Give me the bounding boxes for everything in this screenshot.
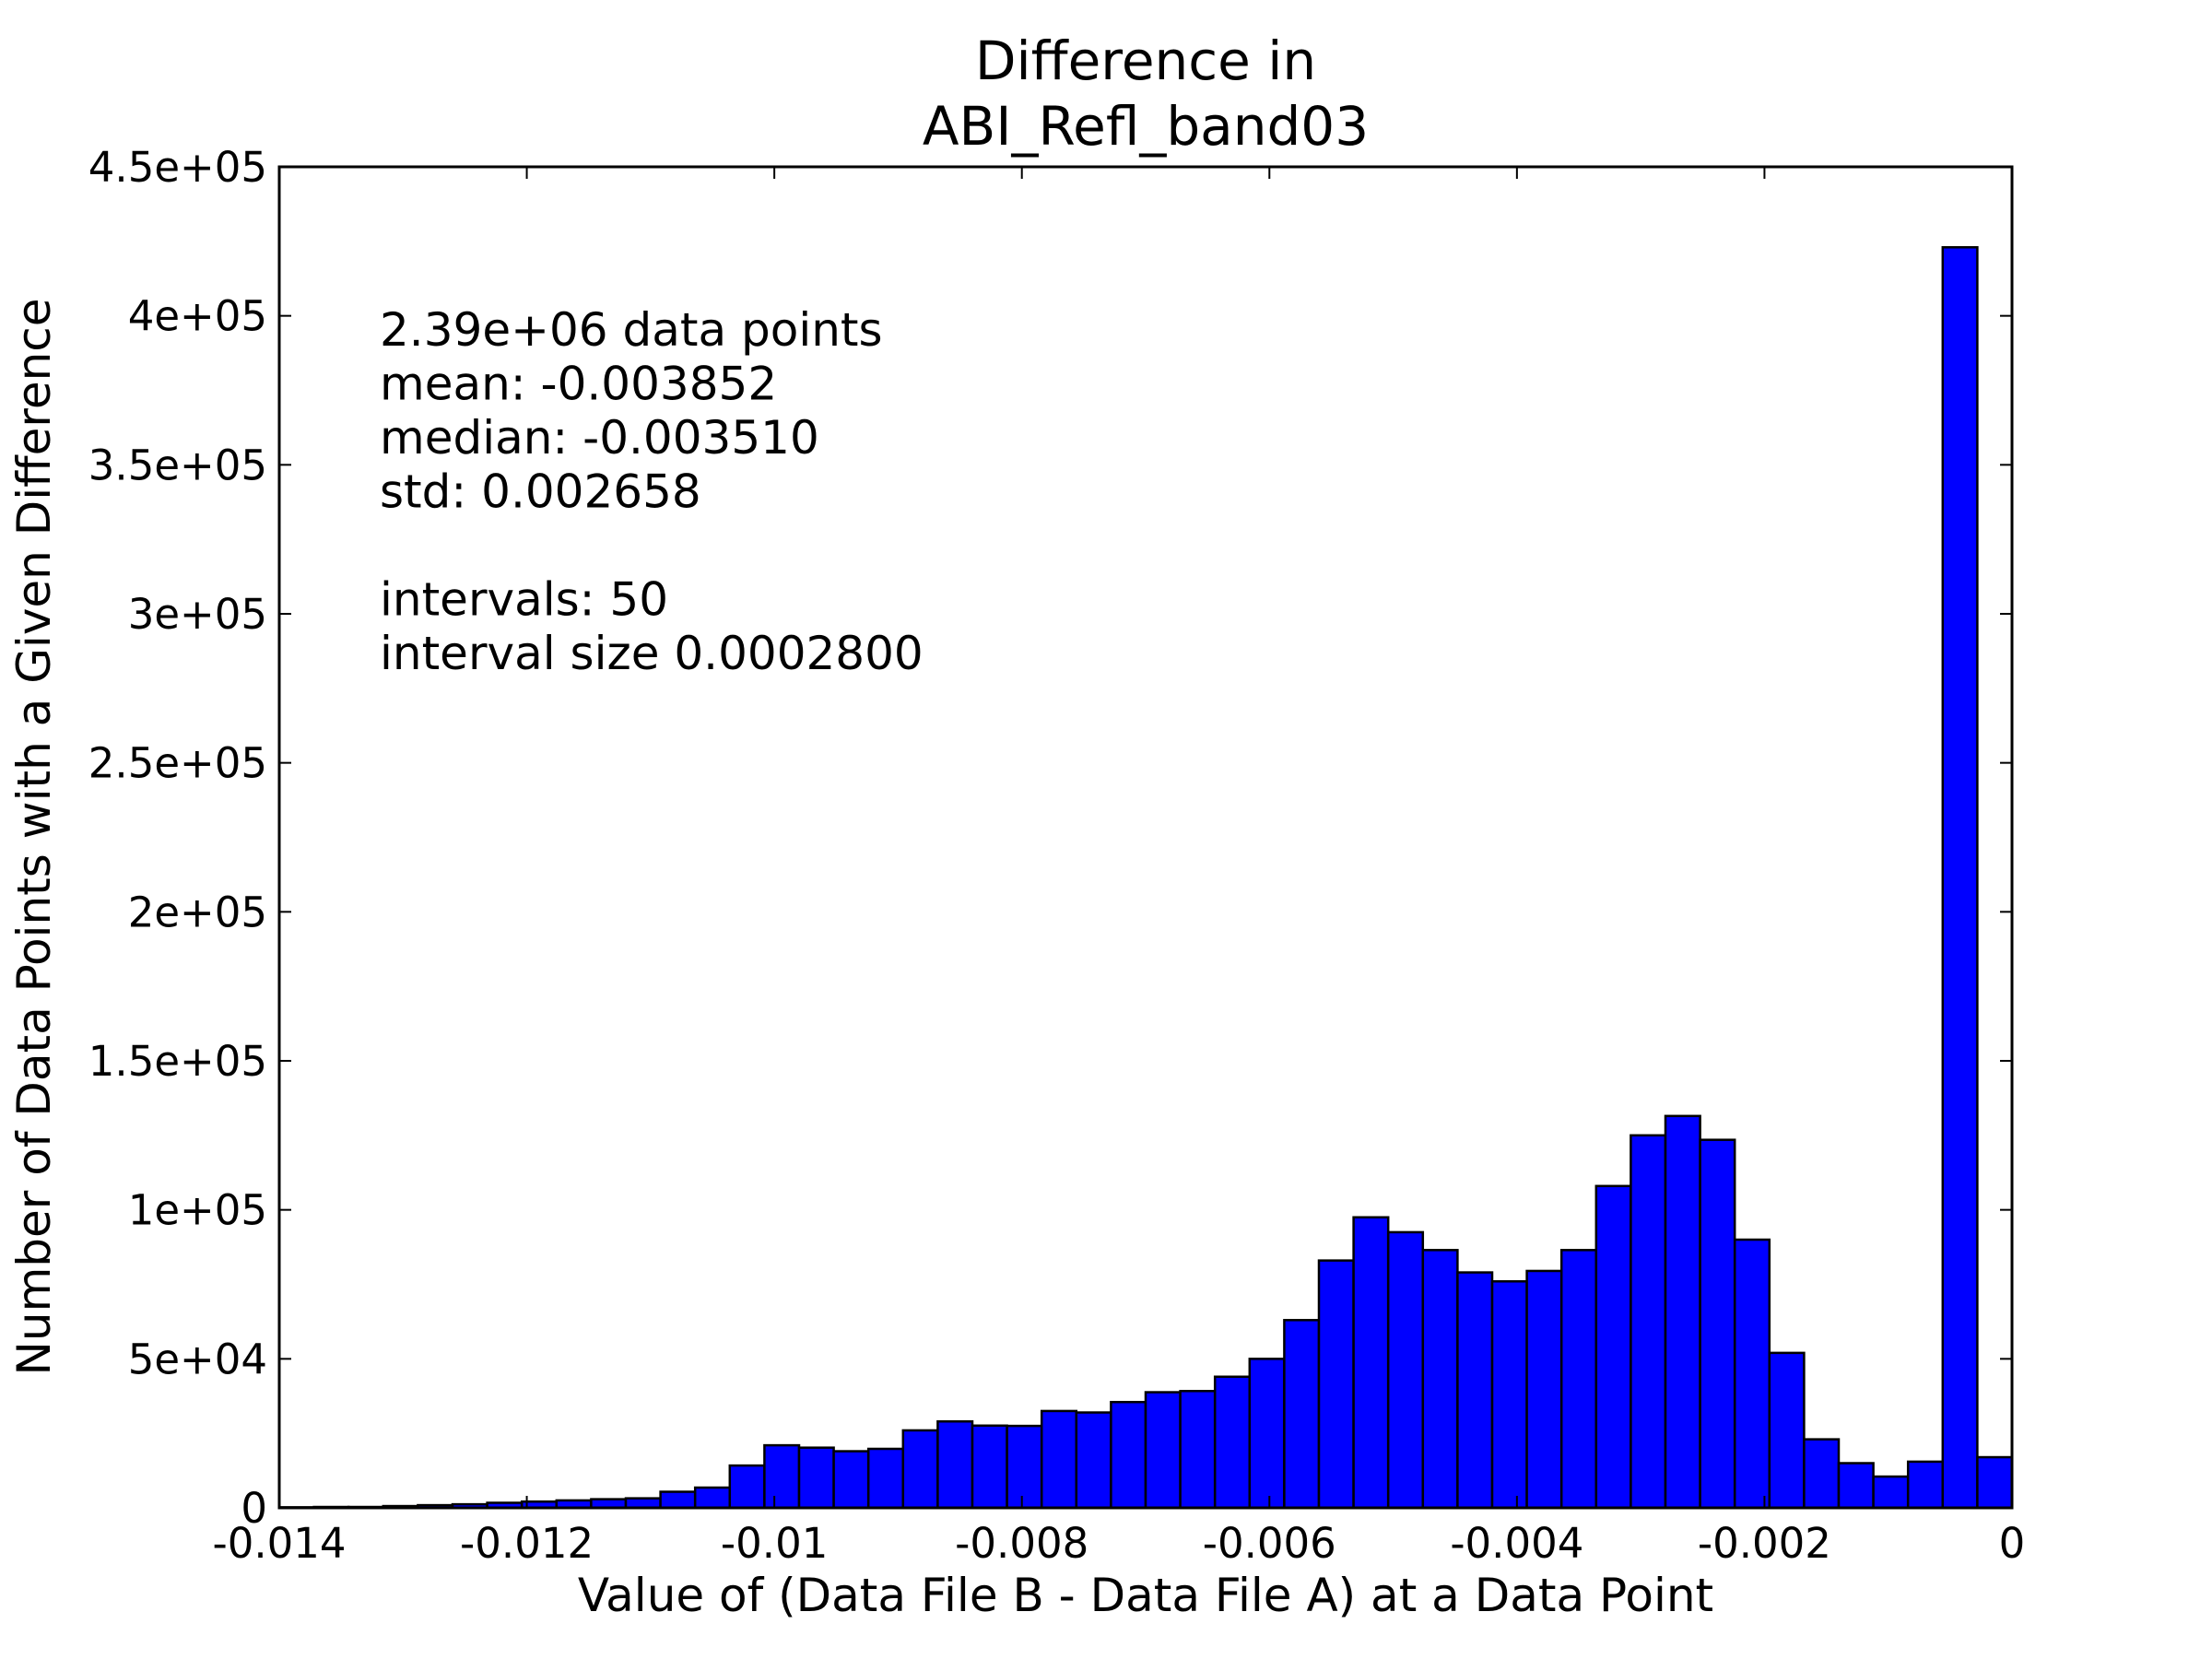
plot-frame: [277, 165, 2014, 1510]
histogram-bar: [1179, 1390, 1217, 1510]
histogram-bar: [1803, 1438, 1841, 1510]
histogram-bar: [936, 1419, 974, 1510]
histogram-bar: [1421, 1249, 1459, 1510]
histogram-bar: [1630, 1134, 1667, 1510]
histogram-bar: [1456, 1271, 1494, 1510]
histogram-bars: [277, 246, 2014, 1510]
histogram-bar: [728, 1464, 766, 1510]
histogram-bar: [901, 1429, 939, 1510]
histogram-bar: [1352, 1216, 1390, 1510]
histogram-bar: [1110, 1400, 1147, 1510]
chart-title-line-2: ABI_Refl_band03: [923, 95, 1369, 158]
histogram-bar: [1699, 1138, 1736, 1510]
histogram-bar: [1386, 1230, 1425, 1510]
stat-line: mean: -0.003852: [380, 358, 777, 411]
histogram-bar: [866, 1447, 905, 1510]
histogram-bar: [1559, 1249, 1598, 1510]
chart-title-line-1: Difference in: [975, 29, 1316, 92]
stat-line: std: 0.002658: [380, 465, 701, 519]
histogram-bar: [1213, 1375, 1252, 1510]
stat-line: intervals: 50: [380, 573, 668, 627]
x-tick-label: -0.006: [1203, 1519, 1336, 1568]
x-tick-label: -0.008: [955, 1519, 1088, 1568]
y-tick-label: 0: [241, 1484, 267, 1533]
histogram-bar: [1664, 1114, 1701, 1510]
x-tick-label: -0.002: [1698, 1519, 1831, 1568]
histogram-bar: [1040, 1409, 1078, 1510]
histogram-bar: [971, 1424, 1008, 1510]
y-tick-label: 3.5e+05: [88, 441, 267, 489]
y-tick-label: 3e+05: [128, 590, 267, 639]
histogram-bar: [832, 1450, 870, 1510]
x-tick-label: -0.012: [460, 1519, 594, 1568]
histogram-bar: [1768, 1351, 1806, 1510]
histogram-bar: [1872, 1475, 1910, 1510]
histogram-bar: [1317, 1259, 1355, 1510]
histogram-bar: [1906, 1460, 1945, 1510]
x-tick-label: -0.004: [1450, 1519, 1583, 1568]
y-tick-label: 4e+05: [128, 292, 267, 341]
histogram-bar: [1490, 1280, 1528, 1510]
y-tick-label: 1.5e+05: [88, 1037, 267, 1086]
stat-line: interval size 0.0002800: [380, 627, 924, 680]
histogram-bar: [763, 1443, 801, 1510]
histogram-bar: [797, 1446, 835, 1510]
histogram-bar: [1248, 1358, 1286, 1510]
histogram-bar: [693, 1486, 732, 1510]
y-axis-label: Number of Data Points with a Given Diffe…: [7, 298, 61, 1375]
histogram-bar: [1594, 1184, 1632, 1510]
x-tick-label: -0.01: [721, 1519, 828, 1568]
y-tick-label: 4.5e+05: [88, 143, 267, 192]
histogram-bar: [659, 1490, 697, 1510]
histogram-bar: [1525, 1269, 1563, 1510]
x-tick-label: 0: [1999, 1519, 2026, 1568]
histogram-bar: [1976, 1455, 2014, 1510]
stat-line: 2.39e+06 data points: [380, 303, 883, 357]
y-tick-label: 1e+05: [128, 1186, 267, 1235]
x-tick-label: -0.014: [212, 1519, 346, 1568]
y-tick-labels: 0 5e+04 1e+05 1.5e+05 2e+05 2.5e+05 3e+05 3.5e+…: [88, 143, 267, 1533]
y-tick-label: 2e+05: [128, 888, 267, 936]
histogram-bar: [1006, 1424, 1043, 1510]
histogram-bar: [1941, 246, 1979, 1510]
histogram-bar: [1733, 1238, 1771, 1510]
y-tick-label: 2.5e+05: [88, 739, 267, 788]
y-tick-label: 5e+04: [128, 1335, 267, 1383]
histogram-bar: [1144, 1391, 1182, 1510]
histogram-bar: [1283, 1319, 1321, 1510]
histogram-bar: [1075, 1411, 1112, 1510]
stat-line: median: -0.003510: [380, 411, 819, 465]
histogram-bar: [624, 1497, 662, 1510]
x-tick-labels: -0.014 -0.012 -0.01 -0.008 -0.006 -0.004 -0.00…: [212, 1519, 2025, 1568]
x-axis-label: Value of (Data File B - Data File A) at …: [578, 1569, 1713, 1622]
histogram-bar: [1837, 1462, 1875, 1510]
